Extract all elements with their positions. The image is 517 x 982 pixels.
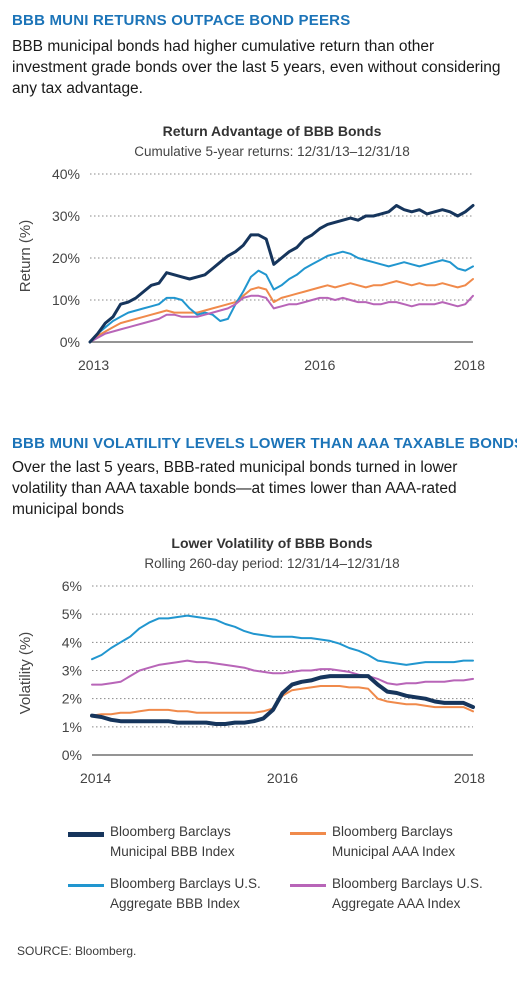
legend-swatch-muni-bbb: [68, 832, 104, 837]
chart2-subtitle: Rolling 260-day period: 12/31/14–12/31/1…: [144, 556, 399, 571]
x-tick-label: 2018: [454, 357, 485, 373]
legend-label-line2: Municipal BBB Index: [110, 844, 235, 859]
legend-label-agg-aaa: Bloomberg Barclays U.S. Aggregate AAA In…: [332, 874, 512, 914]
y-tick-label: 2%: [62, 691, 82, 707]
section2-body: Over the last 5 years, BBB-rated municip…: [12, 459, 458, 518]
series-line: [90, 674, 475, 726]
series-line: [88, 204, 475, 344]
y-tick-label: 20%: [52, 250, 80, 266]
legend-swatch-agg-aaa: [290, 884, 326, 887]
x-tick-label: 2014: [80, 770, 111, 786]
chart1-title: Return Advantage of BBB Bonds: [163, 123, 382, 139]
y-tick-label: 3%: [62, 663, 82, 679]
legend: Bloomberg Barclays Municipal BBB Index B…: [0, 818, 517, 918]
chart1-ylabel: Return (%): [17, 220, 34, 293]
section1-body: BBB municipal bonds had higher cumulativ…: [12, 38, 501, 97]
legend-label-line1: Bloomberg Barclays: [110, 824, 231, 839]
series-line: [91, 659, 474, 686]
x-tick-label: 2013: [78, 357, 109, 373]
chart2-ylabel: Volatility (%): [17, 632, 34, 715]
legend-label-agg-bbb: Bloomberg Barclays U.S. Aggregate BBB In…: [110, 874, 290, 914]
y-tick-label: 0%: [62, 747, 82, 763]
legend-label-line1: Bloomberg Barclays U.S.: [332, 876, 483, 891]
legend-label-line2: Aggregate AAA Index: [332, 896, 461, 911]
series-line: [89, 278, 474, 343]
series-line: [89, 294, 474, 343]
series-line: [91, 614, 474, 666]
x-tick-label: 2016: [304, 357, 335, 373]
x-tick-label: 2016: [267, 770, 298, 786]
y-tick-label: 30%: [52, 208, 80, 224]
section1-heading: BBB MUNI RETURNS OUTPACE BOND PEERS: [12, 12, 351, 29]
legend-label-muni-bbb: Bloomberg Barclays Municipal BBB Index: [110, 822, 290, 862]
volatility-chart: Lower Volatility of BBB Bonds Rolling 26…: [17, 535, 485, 786]
return-chart: Return Advantage of BBB Bonds Cumulative…: [17, 123, 485, 373]
series-line: [89, 250, 474, 343]
y-tick-label: 4%: [62, 634, 82, 650]
source-note: SOURCE: Bloomberg.: [17, 944, 137, 958]
legend-swatch-muni-aaa: [290, 832, 326, 835]
y-tick-label: 5%: [62, 606, 82, 622]
y-tick-label: 1%: [62, 719, 82, 735]
x-tick-label: 2018: [454, 770, 485, 786]
legend-label-line1: Bloomberg Barclays: [332, 824, 453, 839]
legend-swatch-agg-bbb: [68, 884, 104, 887]
legend-label-line2: Municipal AAA Index: [332, 844, 456, 859]
section2-heading: BBB MUNI VOLATILITY LEVELS LOWER THAN AA…: [12, 435, 517, 452]
y-tick-label: 0%: [60, 334, 80, 350]
y-tick-label: 40%: [52, 166, 80, 182]
y-tick-label: 10%: [52, 292, 80, 308]
chart2-title: Lower Volatility of BBB Bonds: [171, 535, 372, 551]
legend-label-line1: Bloomberg Barclays U.S.: [110, 876, 261, 891]
legend-label-line2: Aggregate BBB Index: [110, 896, 240, 911]
y-tick-label: 6%: [62, 578, 82, 594]
chart1-subtitle: Cumulative 5-year returns: 12/31/13–12/3…: [134, 144, 409, 159]
legend-label-muni-aaa: Bloomberg Barclays Municipal AAA Index: [332, 822, 512, 862]
